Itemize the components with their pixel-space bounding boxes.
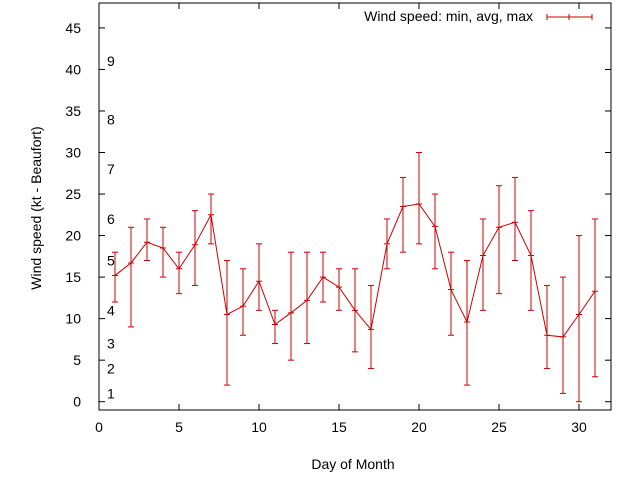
y-tick-label: 20: [65, 228, 81, 244]
beaufort-label: 4: [107, 302, 115, 318]
plot-frame: [98, 2, 612, 411]
data-point: [288, 309, 294, 316]
data-point: [544, 332, 550, 339]
data-point: [576, 311, 582, 318]
y-tick-label: 15: [65, 269, 81, 285]
data-point: [272, 321, 278, 328]
data-point: [448, 286, 454, 293]
data-point: [512, 219, 518, 226]
beaufort-label: 3: [107, 336, 115, 352]
x-tick-label: 10: [251, 419, 267, 435]
data-point: [112, 272, 118, 279]
data-point: [160, 245, 166, 252]
data-point: [192, 241, 198, 248]
y-tick-label: 35: [65, 103, 81, 119]
data-point: [400, 203, 406, 210]
data-point: [416, 201, 422, 208]
data-point: [592, 288, 598, 295]
beaufort-label: 5: [107, 252, 115, 268]
data-point: [432, 223, 438, 230]
legend: Wind speed: min, avg, max: [364, 8, 593, 24]
data-series: [112, 152, 598, 403]
legend-marker: [566, 14, 572, 20]
data-point: [528, 252, 534, 259]
data-point: [256, 278, 262, 285]
data-point: [496, 224, 502, 231]
beaufort-label: 7: [107, 161, 115, 177]
data-point: [208, 211, 214, 218]
y-tick-label: 5: [73, 352, 81, 368]
y-tick-label: 0: [73, 394, 81, 410]
y-tick-label: 30: [65, 145, 81, 161]
data-point: [336, 284, 342, 291]
y-tick-label: 40: [65, 61, 81, 77]
beaufort-label: 9: [107, 53, 115, 69]
x-tick-label: 20: [411, 419, 427, 435]
data-point: [560, 333, 566, 340]
x-tick-label: 15: [331, 419, 347, 435]
beaufort-label: 2: [107, 360, 115, 376]
data-point: [320, 274, 326, 281]
data-point: [176, 265, 182, 272]
y-tick-label: 10: [65, 311, 81, 327]
x-tick-label: 5: [175, 419, 183, 435]
x-tick-label: 25: [491, 419, 507, 435]
beaufort-label: 6: [107, 211, 115, 227]
beaufort-scale: 1 2 3 4 5 6 7 8 9: [107, 53, 115, 401]
data-point: [368, 326, 374, 333]
y-tick-label: 25: [65, 186, 81, 202]
x-tick-label: 30: [571, 419, 587, 435]
beaufort-label: 8: [107, 111, 115, 127]
data-point: [144, 239, 150, 246]
beaufort-label: 1: [107, 385, 115, 401]
data-point: [304, 297, 310, 304]
data-point: [224, 311, 230, 318]
x-axis-label: Day of Month: [311, 456, 394, 472]
y-tick-label: 45: [65, 20, 81, 36]
x-tick-label: 0: [95, 419, 103, 435]
data-point: [464, 318, 470, 325]
y-axis-label: Wind speed (kt - Beaufort): [28, 126, 44, 289]
data-point: [240, 303, 246, 310]
legend-label: Wind speed: min, avg, max: [364, 8, 533, 24]
data-point: [352, 307, 358, 314]
data-point: [128, 259, 134, 266]
data-point: [480, 252, 486, 259]
data-point: [384, 240, 390, 247]
